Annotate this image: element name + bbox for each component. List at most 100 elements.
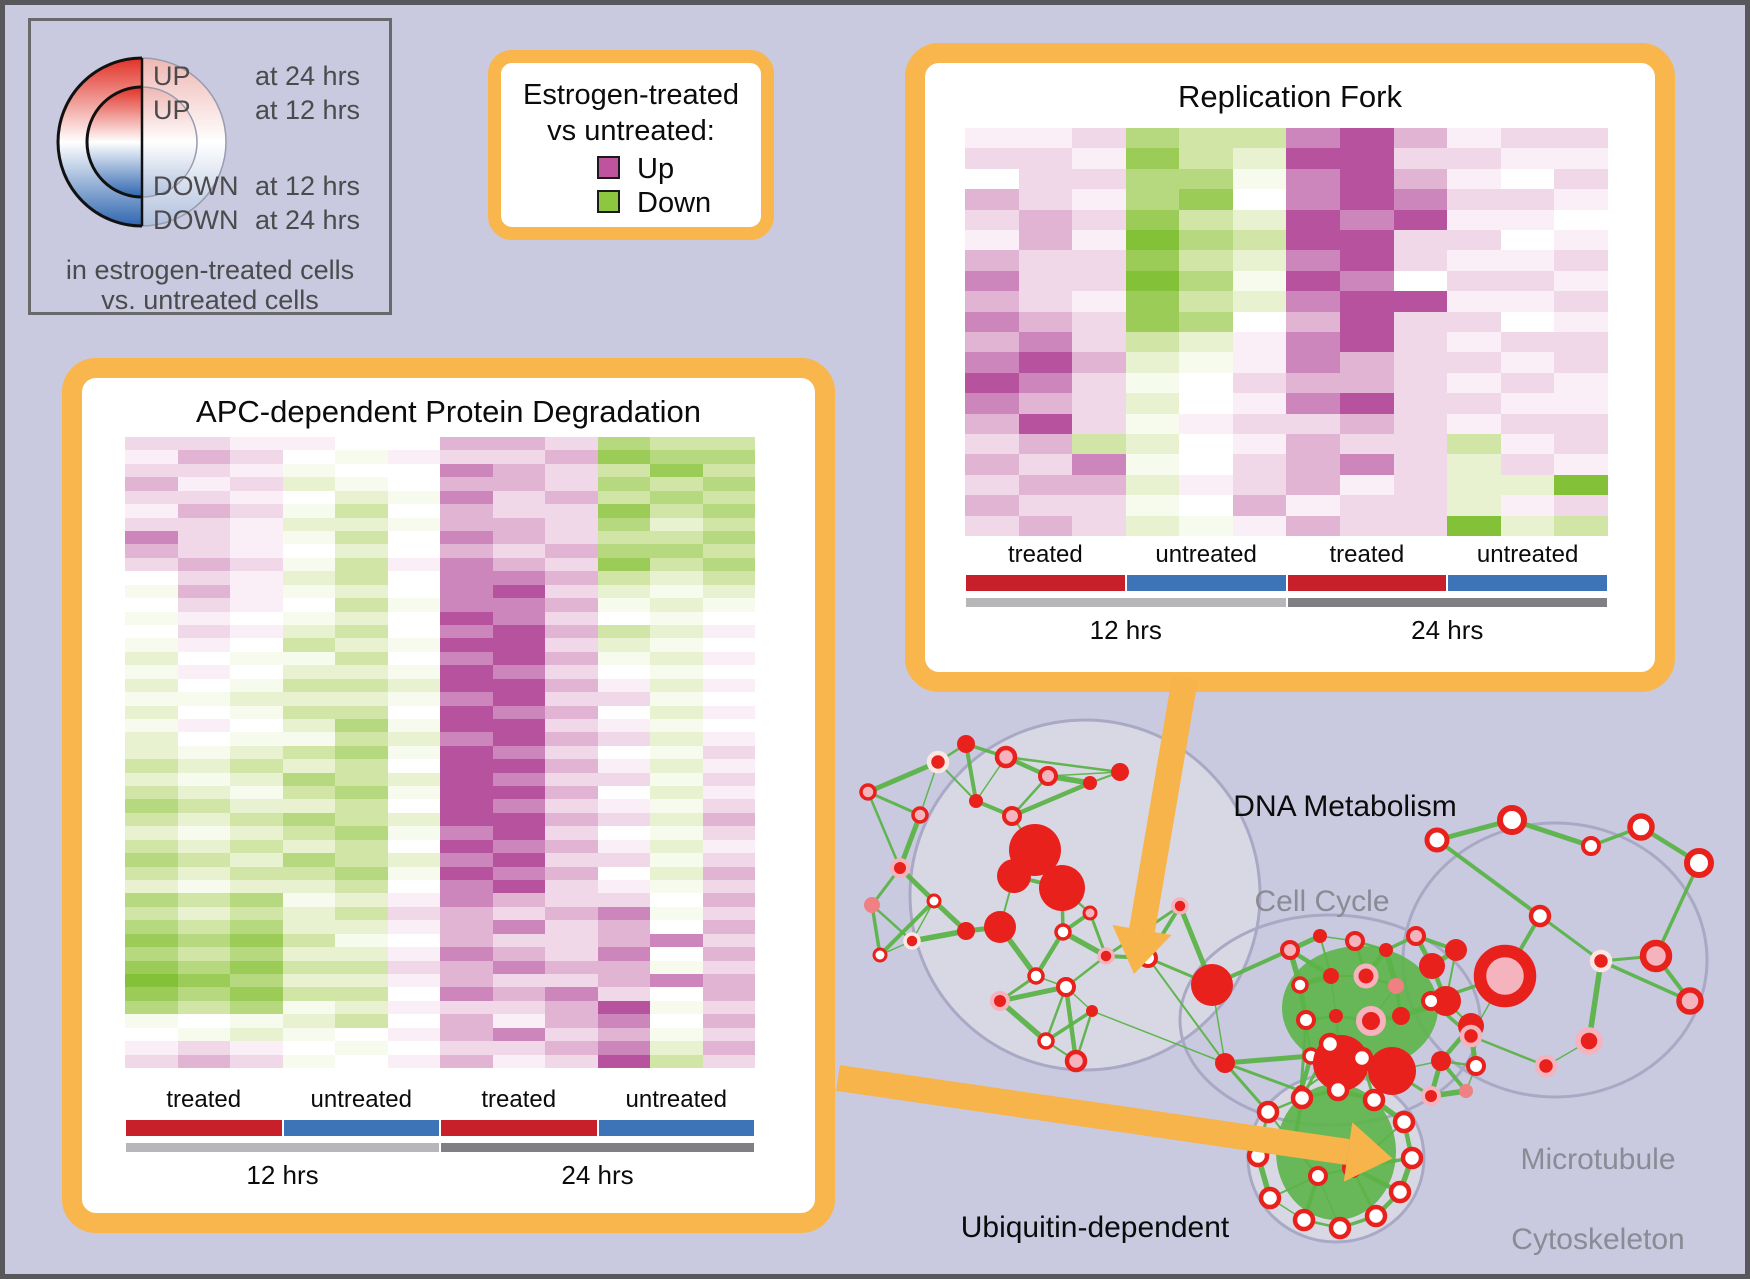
legend-caption-line1: in estrogen-treated cells: [65, 255, 355, 285]
network-node: [1295, 1085, 1307, 1097]
heatmap-cell: [440, 517, 493, 531]
network-edge: [1336, 1056, 1364, 1092]
heatmap-cell: [597, 517, 650, 531]
heatmap-cell: [650, 759, 703, 773]
heatmap-cell: [177, 705, 230, 719]
heatmap-cell: [1340, 331, 1394, 353]
network-edge: [1061, 887, 1091, 914]
heatmap-cell: [1393, 311, 1448, 332]
heatmap-cell: [177, 638, 230, 652]
network-edge: [1319, 935, 1356, 942]
heatmap-cell: [597, 772, 650, 787]
heatmap-cell: [335, 490, 388, 505]
heatmap-cell: [1018, 433, 1073, 455]
network-node: [1421, 991, 1441, 1011]
heatmap-cell: [440, 1041, 493, 1055]
network-edge: [1391, 1060, 1442, 1072]
heatmap-cell: [1340, 413, 1394, 434]
heatmap-cell: [387, 732, 440, 746]
heatmap-cell: [1072, 250, 1126, 271]
heatmap-cell: [1340, 474, 1394, 496]
heatmap-cell: [1554, 495, 1608, 516]
heatmap-cell: [1286, 393, 1341, 414]
heatmap-cell: [1554, 209, 1608, 230]
heatmap-cell: [545, 1027, 598, 1042]
network-node: [1246, 1144, 1270, 1168]
heatmap-cell: [492, 920, 545, 934]
heatmap-cell: [440, 544, 493, 558]
heatmap-cell: [125, 947, 178, 961]
network-edge: [999, 974, 1037, 1003]
heatmap-cell: [1447, 495, 1501, 516]
heatmap-cell: [125, 880, 178, 894]
heatmap-cell: [440, 826, 493, 840]
heatmap-cell: [335, 987, 388, 1001]
heatmap-cell: [1125, 291, 1180, 312]
network-edge: [964, 743, 978, 802]
heatmap-cell: [1500, 270, 1555, 292]
heatmap-cell: [335, 866, 388, 881]
heatmap-cell: [125, 745, 178, 760]
heatmap-cell: [440, 584, 493, 599]
heatmap-cell: [1554, 311, 1608, 332]
heatmap-cell: [1018, 474, 1073, 496]
heatmap-cell: [1072, 270, 1126, 292]
heatmap-cell: [1232, 291, 1287, 312]
microtubule-cytoskeleton-label: Microtubule Cytoskeleton: [1448, 1100, 1748, 1260]
heatmap-cell: [282, 638, 335, 652]
heatmap-cell: [1125, 311, 1180, 332]
heatmap-cell: [335, 732, 388, 746]
network-node: [1388, 1180, 1412, 1204]
network-edge: [1091, 1010, 1226, 1064]
network-edge: [1035, 975, 1067, 988]
heatmap-cell: [492, 1027, 545, 1042]
heatmap-cell: [545, 557, 598, 572]
network-node: [1328, 1216, 1352, 1240]
heatmap-cell: [1072, 291, 1126, 312]
heatmap-cell: [702, 584, 755, 599]
network-edge: [1586, 960, 1604, 1042]
network-node: [1581, 836, 1601, 856]
network-node: [1313, 1035, 1369, 1091]
heatmap-cell: [230, 960, 283, 975]
heatmap-cell: [1340, 250, 1394, 271]
heatmap-cell: [965, 474, 1019, 496]
heatmap-cell: [125, 920, 178, 934]
heatmap-cell: [597, 665, 650, 679]
heatmap-cell: [177, 692, 230, 706]
heatmap-cell: [440, 530, 493, 545]
heatmap-cell: [125, 826, 178, 840]
heatmap-cell: [1340, 189, 1394, 210]
heatmap-cell: [650, 504, 703, 518]
heatmap-cell: [125, 759, 178, 773]
network-edge: [1439, 1024, 1473, 1063]
heatmap-cell: [125, 638, 178, 652]
heatmap-cell: [1500, 413, 1555, 434]
heatmap-cell: [282, 450, 335, 464]
heatmap-cell: [1018, 413, 1073, 434]
heatmap-cell: [702, 906, 755, 921]
heatmap-cell: [335, 893, 388, 907]
panel-to-cluster-arrow-head-1: [1112, 925, 1172, 974]
network-node: [990, 991, 1010, 1011]
heatmap-cell: [597, 557, 650, 572]
heatmap-cell: [1125, 515, 1180, 536]
heatmap-cell: [230, 651, 283, 666]
heatmap-cell: [440, 718, 493, 733]
heatmap-cell: [125, 692, 178, 706]
heatmap-cell: [125, 1054, 178, 1068]
heatmap-cell: [702, 974, 755, 988]
heatmap-cell: [1500, 291, 1555, 312]
heatmap-cell: [650, 933, 703, 948]
network-node: [1458, 1013, 1484, 1039]
condition-color-bar: [1287, 575, 1447, 591]
heatmap-cell: [965, 495, 1019, 516]
network-node: [1191, 964, 1233, 1006]
heatmap-cell: [440, 598, 493, 612]
heatmap-cell: [1232, 331, 1287, 353]
network-node: [1326, 1078, 1350, 1102]
heatmap-cell: [1179, 311, 1233, 332]
heatmap-cell: [282, 624, 335, 639]
heatmap-cell: [1340, 209, 1394, 230]
heatmap-cell: [545, 584, 598, 599]
